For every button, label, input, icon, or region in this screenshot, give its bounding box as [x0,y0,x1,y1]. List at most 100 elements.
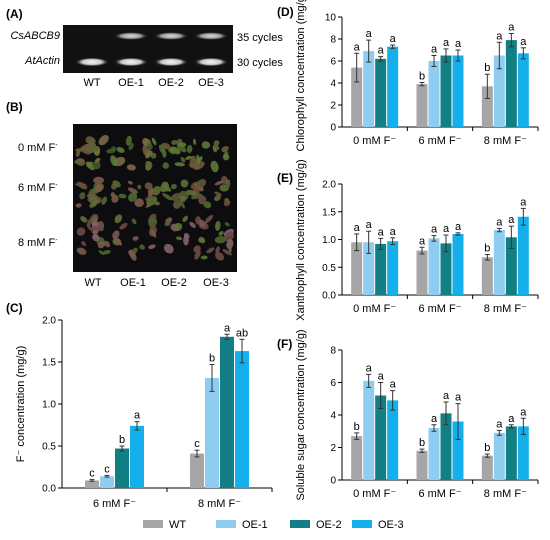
band-csabcb9 [194,32,228,40]
leaf [119,222,128,230]
leaf [173,199,182,209]
leaf [169,146,181,155]
leaf [82,144,91,151]
bar [220,336,234,488]
bar [517,426,529,480]
leaf [183,232,190,239]
bar [375,395,387,480]
leaf [144,182,153,190]
leaf [200,255,208,260]
x-tick-label: 6 mM F⁻ [418,488,461,500]
leaf [127,180,133,185]
leaf [76,227,86,236]
leaf [101,196,108,205]
bar [505,40,517,127]
leaf [158,144,166,154]
leaf [150,229,157,238]
gene-label-atactin: AtActin [24,55,60,67]
y-axis-label: Xanthophyll concentration (mg/g) [295,159,307,320]
leaf [147,201,151,207]
significance-letter: a [354,41,361,53]
treatment-label-6: 6 mM F- [18,182,58,194]
significance-letter: a [390,226,397,238]
chart-e: (E) Xanthophyll concentration (mg/g) 0.0 0.… [277,159,539,321]
leaf [199,219,205,228]
leaf [148,244,156,249]
bar [351,67,363,127]
bar [416,84,428,127]
bar [481,257,493,295]
panel-a-label: (A) [6,7,23,21]
bar [517,216,529,295]
x-tick-label: 8 mM F⁻ [484,303,527,315]
significance-letter: b [484,62,490,74]
bar [416,450,428,480]
legend-label: OE-3 [378,519,404,531]
bar [100,476,114,488]
leaf [190,193,203,200]
leaf [170,183,177,190]
y-tick-label: 0 [330,123,336,134]
bar [363,242,375,295]
x-tick-label: 6 mM F⁻ [93,498,136,510]
leaf [128,142,134,151]
legend-swatch [216,520,236,528]
legend-label: WT [169,519,186,531]
leaf [193,138,197,145]
leaf [185,189,197,196]
leaf [223,200,231,207]
leaf [110,192,116,198]
significance-letter: b [419,70,425,82]
leaf [222,249,232,256]
bar [363,51,375,127]
lane-label-oe2: OE-2 [158,77,184,89]
significance-letter: a [378,226,385,238]
leaf [97,197,102,202]
y-axis-label: Soluble sugar concentration (mg/g) [295,329,307,500]
photo-lane-label-oe3: OE-3 [203,277,229,289]
x-tick-label: 0 mM F⁻ [353,488,396,500]
x-tick-label: 6 mM F⁻ [418,135,461,147]
bar [428,238,440,295]
leaf [145,160,153,168]
bar [205,377,219,488]
lane-label-oe1: OE-1 [118,77,144,89]
lane-label-wt: WT [83,77,100,89]
panel-label: (F) [277,337,292,351]
chart-c: (C) F⁻ concentration (mg/g) 0.0 0.5 1.0 1.5 2.… [6,301,273,510]
leaf [185,155,192,160]
y-tick-label: 2 [330,101,336,112]
panel-a: (A) CsABCB9 AtActin 35 cycles 30 cycles … [6,7,283,89]
significance-letter: a [366,362,373,374]
leaf [180,157,186,163]
leaf [116,147,125,153]
leaf [212,146,217,153]
leaf [85,161,95,171]
y-tick-label: 0.5 [322,263,336,274]
y-tick-label: 2.0 [42,316,56,327]
legend-swatch [290,520,310,528]
bar [493,432,505,480]
leaf [112,230,120,240]
bar [481,455,493,480]
significance-letter: a [443,223,450,235]
y-tick-label: 1.5 [322,207,336,218]
x-tick-label: 6 mM F⁻ [418,303,461,315]
band-atactin [154,57,188,67]
leaf [81,241,86,247]
leaf [161,181,169,189]
y-tick-label: 1.0 [322,235,336,246]
leaf [188,162,200,169]
bar [351,436,363,480]
leaf [182,215,188,222]
leaf [147,190,154,198]
bar [493,55,505,127]
leaf [97,241,106,249]
significance-letter: b [354,421,360,433]
significance-letter: c [89,468,95,480]
significance-letter: a [366,219,373,231]
significance-letter: a [419,235,426,247]
leaf [162,193,173,201]
legend-swatch [352,520,372,528]
